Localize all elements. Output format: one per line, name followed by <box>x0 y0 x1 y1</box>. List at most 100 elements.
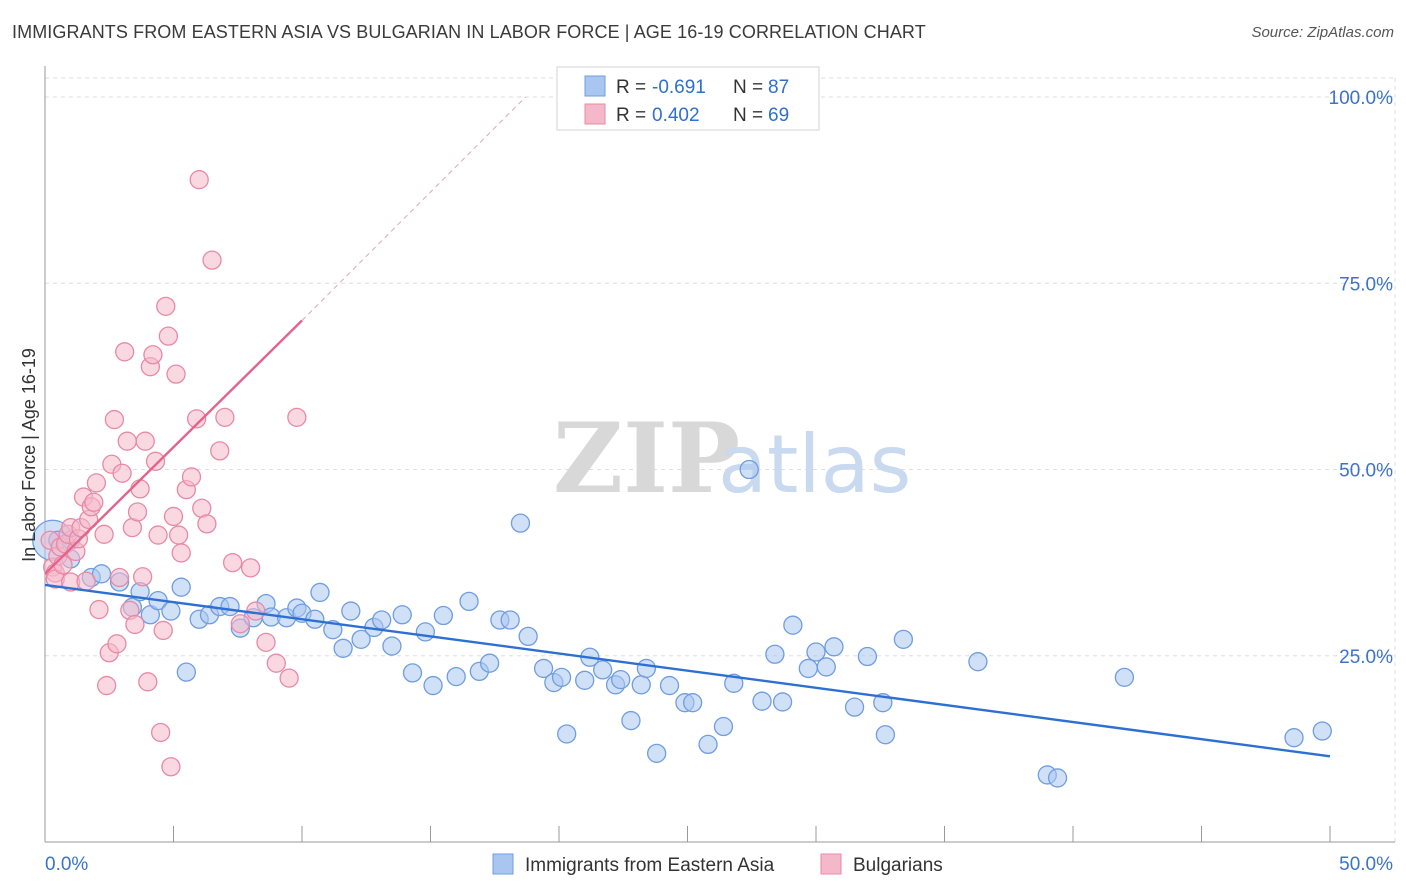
pink-data-point <box>186 409 207 429</box>
blue-data-point <box>647 743 667 763</box>
blue-data-point <box>351 629 371 650</box>
blue-data-point <box>765 644 785 664</box>
blue-data-point <box>893 629 914 650</box>
y-axis-title: In Labor Force | Age 16-19 <box>19 348 39 562</box>
pink-data-point <box>109 567 130 588</box>
blue-data-point <box>459 591 479 612</box>
blue-data-point <box>323 620 343 640</box>
pink-data-point <box>230 614 250 634</box>
blue-data-point <box>518 626 538 647</box>
blue-data-point <box>631 675 651 695</box>
blue-data-point <box>1312 721 1332 741</box>
pink-data-point <box>115 342 135 362</box>
pink-data-point <box>256 632 276 652</box>
legend-swatch-blue <box>492 853 514 875</box>
stats-r-label: R = <box>616 105 646 126</box>
tick-labels: 25.0% 50.0% 75.0% 100.0% 0.0% 50.0% <box>45 88 1393 875</box>
pink-data-point <box>215 407 235 428</box>
pink-data-point <box>161 757 181 777</box>
pink-data-point <box>181 467 202 487</box>
pink-data-point <box>104 409 125 430</box>
stats-n-label: N = <box>733 105 763 126</box>
blue-data-point <box>575 670 595 690</box>
blue-data-point <box>752 691 772 711</box>
y-tick-label: 75.0% <box>1339 274 1393 295</box>
blue-data-point <box>372 610 392 630</box>
pink-data-point <box>53 555 73 575</box>
blue-data-point <box>875 725 896 745</box>
y-tick-label: 25.0% <box>1339 647 1393 668</box>
blue-data-point <box>772 692 793 712</box>
pink-data-point <box>86 473 107 493</box>
legend-label: Bulgarians <box>853 855 943 876</box>
blue-data-point <box>341 601 361 621</box>
blue-data-point <box>806 642 826 662</box>
pink-data-point <box>210 441 230 461</box>
blue-data-point <box>824 637 844 657</box>
pink-data-point <box>143 345 163 365</box>
chart-title: IMMIGRANTS FROM EASTERN ASIA VS BULGARIA… <box>12 22 926 42</box>
source-label: Source: ZipAtlas.com <box>1251 24 1394 41</box>
pink-data-point <box>156 296 176 316</box>
pink-data-point <box>222 552 243 573</box>
pink-data-point <box>97 675 117 696</box>
pink-data-point <box>107 634 127 654</box>
data-points <box>32 170 1332 788</box>
stats-swatch-blue <box>584 75 606 97</box>
pink-data-point <box>117 431 137 451</box>
legend-label: Immigrants from Eastern Asia <box>525 855 775 876</box>
stats-r-label: R = <box>616 77 646 98</box>
blue-data-point <box>844 697 865 717</box>
stats-legend: R = -0.691 N = 87 R = 0.402 N = 69 <box>556 66 820 131</box>
blue-data-point <box>176 662 197 682</box>
pink-data-point <box>145 451 166 471</box>
pink-data-point <box>125 614 145 635</box>
stats-r-value: -0.691 <box>652 77 706 98</box>
pink-data-point <box>202 250 222 270</box>
pink-data-point <box>279 668 299 688</box>
trend-lines <box>44 96 1331 758</box>
pink-data-point <box>130 479 150 499</box>
x-tick-label-min: 0.0% <box>45 854 88 875</box>
pink-data-point <box>148 525 168 545</box>
blue-data-point <box>382 636 402 656</box>
blue-data-point <box>171 577 191 597</box>
blue-data-point <box>500 610 520 630</box>
blue-data-point <box>593 660 613 680</box>
blue-data-point <box>402 663 423 683</box>
pink-data-point <box>112 463 132 483</box>
pink-data-point <box>266 653 286 673</box>
blue-data-point <box>392 605 412 625</box>
pink-data-point <box>287 407 307 428</box>
blue-data-point <box>857 646 878 667</box>
pink-data-point <box>166 364 186 384</box>
blue-data-point <box>415 622 436 642</box>
pink-data-point <box>171 543 191 563</box>
stats-n-label: N = <box>733 77 763 98</box>
pink-data-point <box>189 170 209 190</box>
blue-trend-line <box>44 583 1331 758</box>
blue-data-point <box>446 666 466 687</box>
blue-data-point <box>798 658 818 679</box>
blue-data-point <box>433 605 454 626</box>
pink-data-point <box>76 571 96 591</box>
blue-data-point <box>698 734 718 755</box>
blue-data-point <box>621 710 641 731</box>
pink-data-point <box>84 492 104 512</box>
pink-data-point <box>127 502 148 522</box>
stats-n-value: 87 <box>768 77 789 98</box>
blue-data-point <box>1284 728 1304 748</box>
pink-data-point <box>135 431 155 451</box>
bottom-legend: Immigrants from Eastern Asia Bulgarians <box>492 853 943 876</box>
blue-data-point <box>310 582 330 603</box>
blue-data-point <box>1114 667 1135 688</box>
blue-data-point <box>816 657 836 677</box>
stats-n-value: 69 <box>768 105 789 126</box>
y-tick-label: 50.0% <box>1339 461 1393 482</box>
blue-data-point <box>783 615 803 635</box>
blue-data-point <box>161 601 181 621</box>
y-tick-label: 100.0% <box>1329 88 1394 109</box>
pink-data-point <box>197 514 217 534</box>
